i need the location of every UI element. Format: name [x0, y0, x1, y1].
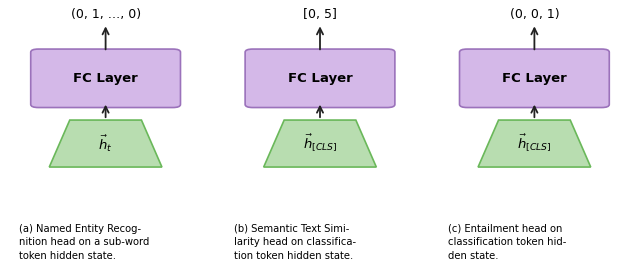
Text: (0, 1, …, 0): (0, 1, …, 0) — [70, 8, 141, 21]
FancyBboxPatch shape — [245, 49, 395, 108]
Text: FC Layer: FC Layer — [73, 72, 138, 85]
Polygon shape — [49, 120, 162, 167]
Text: (c) Entailment head on
classification token hid-
den state.: (c) Entailment head on classification to… — [448, 224, 566, 261]
FancyBboxPatch shape — [31, 49, 180, 108]
Text: $\vec{h}_{[CLS]}$: $\vec{h}_{[CLS]}$ — [517, 133, 552, 154]
Text: [0, 5]: [0, 5] — [303, 8, 337, 21]
Text: $\vec{h}_t$: $\vec{h}_t$ — [99, 133, 113, 154]
FancyBboxPatch shape — [460, 49, 609, 108]
Polygon shape — [478, 120, 591, 167]
Text: (b) Semantic Text Simi-
larity head on classifica-
tion token hidden state.: (b) Semantic Text Simi- larity head on c… — [234, 224, 356, 261]
Text: $\vec{h}_{[CLS]}$: $\vec{h}_{[CLS]}$ — [303, 133, 337, 154]
Text: (0, 0, 1): (0, 0, 1) — [509, 8, 559, 21]
Polygon shape — [264, 120, 376, 167]
Text: FC Layer: FC Layer — [502, 72, 567, 85]
Text: FC Layer: FC Layer — [287, 72, 353, 85]
Text: (a) Named Entity Recog-
nition head on a sub-word
token hidden state.: (a) Named Entity Recog- nition head on a… — [19, 224, 150, 261]
